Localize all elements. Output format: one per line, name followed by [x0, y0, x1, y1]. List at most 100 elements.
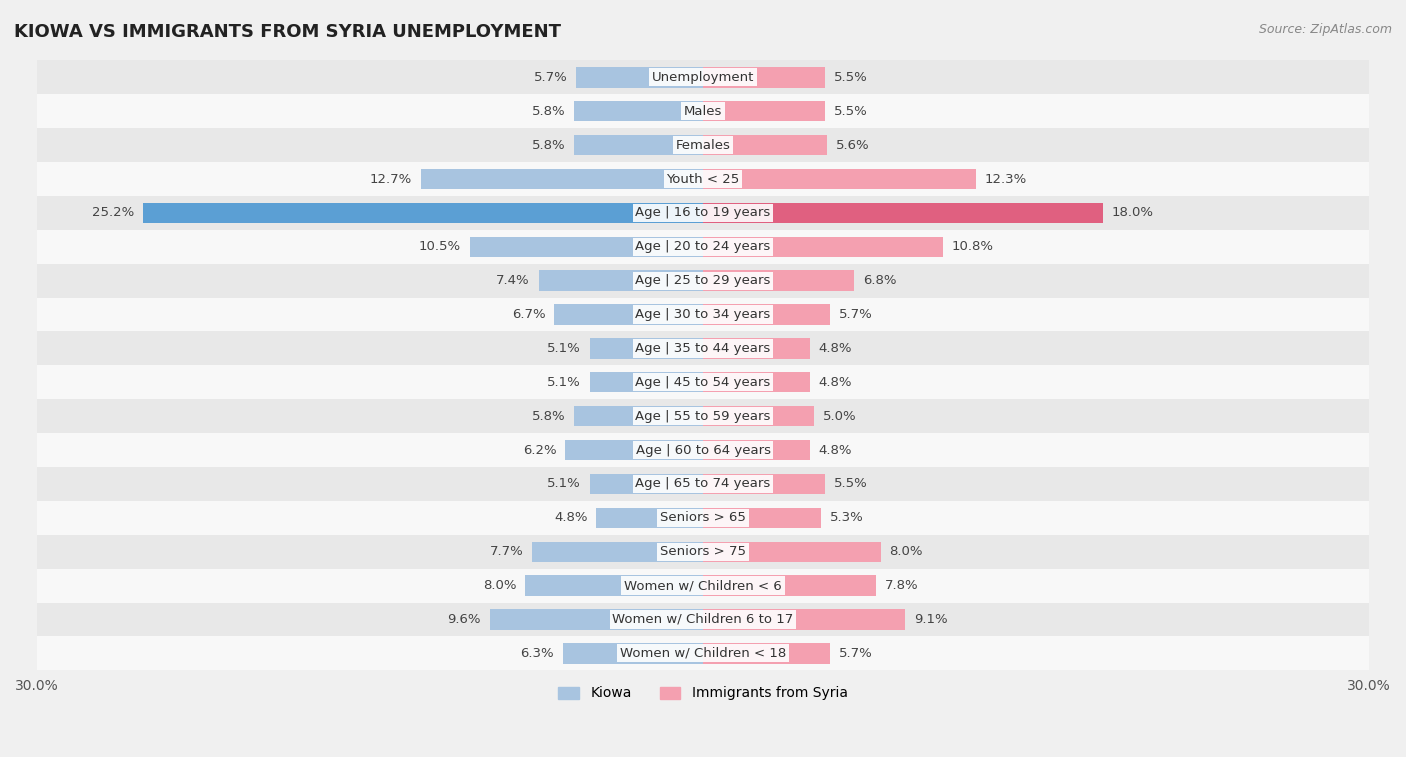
Text: 5.7%: 5.7%: [838, 308, 872, 321]
Text: 5.1%: 5.1%: [547, 375, 581, 389]
Bar: [37, 61, 1369, 95]
Text: 10.8%: 10.8%: [952, 240, 994, 254]
Text: 5.5%: 5.5%: [834, 478, 868, 491]
Text: KIOWA VS IMMIGRANTS FROM SYRIA UNEMPLOYMENT: KIOWA VS IMMIGRANTS FROM SYRIA UNEMPLOYM…: [14, 23, 561, 41]
Bar: [565, 440, 703, 460]
Bar: [574, 406, 703, 426]
Text: 5.8%: 5.8%: [531, 139, 565, 151]
Bar: [703, 508, 821, 528]
Bar: [37, 332, 1369, 366]
Bar: [37, 128, 1369, 162]
Bar: [531, 541, 703, 562]
Bar: [538, 270, 703, 291]
Text: Age | 45 to 54 years: Age | 45 to 54 years: [636, 375, 770, 389]
Text: 4.8%: 4.8%: [818, 342, 852, 355]
Bar: [143, 203, 703, 223]
Text: 8.0%: 8.0%: [484, 579, 516, 592]
Text: 5.5%: 5.5%: [834, 104, 868, 118]
Bar: [470, 237, 703, 257]
Bar: [703, 237, 943, 257]
Text: Youth < 25: Youth < 25: [666, 173, 740, 185]
Bar: [703, 541, 880, 562]
Text: 5.1%: 5.1%: [547, 478, 581, 491]
Bar: [37, 230, 1369, 263]
Bar: [589, 372, 703, 392]
Bar: [37, 263, 1369, 298]
Bar: [703, 643, 830, 664]
Bar: [703, 67, 825, 88]
Bar: [703, 609, 905, 630]
Bar: [37, 569, 1369, 603]
Bar: [554, 304, 703, 325]
Text: 5.3%: 5.3%: [830, 511, 863, 525]
Text: 7.8%: 7.8%: [884, 579, 918, 592]
Bar: [703, 406, 814, 426]
Text: 12.3%: 12.3%: [986, 173, 1028, 185]
Bar: [37, 603, 1369, 637]
Bar: [589, 474, 703, 494]
Text: Age | 25 to 29 years: Age | 25 to 29 years: [636, 274, 770, 287]
Text: 4.8%: 4.8%: [818, 375, 852, 389]
Bar: [37, 433, 1369, 467]
Text: 4.8%: 4.8%: [818, 444, 852, 456]
Bar: [703, 372, 810, 392]
Text: Age | 20 to 24 years: Age | 20 to 24 years: [636, 240, 770, 254]
Bar: [703, 440, 810, 460]
Text: Seniors > 65: Seniors > 65: [659, 511, 747, 525]
Bar: [703, 304, 830, 325]
Text: 18.0%: 18.0%: [1112, 207, 1153, 220]
Text: Age | 16 to 19 years: Age | 16 to 19 years: [636, 207, 770, 220]
Text: 25.2%: 25.2%: [93, 207, 135, 220]
Bar: [703, 169, 976, 189]
Bar: [703, 135, 827, 155]
Bar: [37, 196, 1369, 230]
Bar: [703, 101, 825, 121]
Text: 7.4%: 7.4%: [496, 274, 530, 287]
Bar: [596, 508, 703, 528]
Text: 5.8%: 5.8%: [531, 410, 565, 422]
Bar: [37, 399, 1369, 433]
Text: 4.8%: 4.8%: [554, 511, 588, 525]
Text: Age | 30 to 34 years: Age | 30 to 34 years: [636, 308, 770, 321]
Text: Age | 60 to 64 years: Age | 60 to 64 years: [636, 444, 770, 456]
Bar: [37, 637, 1369, 670]
Bar: [37, 534, 1369, 569]
Text: 6.2%: 6.2%: [523, 444, 557, 456]
Text: Unemployment: Unemployment: [652, 71, 754, 84]
Text: 5.1%: 5.1%: [547, 342, 581, 355]
Bar: [703, 474, 825, 494]
Text: 5.7%: 5.7%: [534, 71, 568, 84]
Bar: [37, 298, 1369, 332]
Text: 5.8%: 5.8%: [531, 104, 565, 118]
Text: Females: Females: [675, 139, 731, 151]
Text: 5.0%: 5.0%: [823, 410, 856, 422]
Bar: [564, 643, 703, 664]
Text: 7.7%: 7.7%: [489, 545, 523, 558]
Text: Women w/ Children 6 to 17: Women w/ Children 6 to 17: [613, 613, 793, 626]
Bar: [489, 609, 703, 630]
Text: 5.6%: 5.6%: [837, 139, 870, 151]
Text: 9.6%: 9.6%: [447, 613, 481, 626]
Text: 9.1%: 9.1%: [914, 613, 948, 626]
Bar: [420, 169, 703, 189]
Bar: [576, 67, 703, 88]
Bar: [703, 575, 876, 596]
Bar: [574, 101, 703, 121]
Text: Age | 65 to 74 years: Age | 65 to 74 years: [636, 478, 770, 491]
Bar: [703, 203, 1102, 223]
Text: Males: Males: [683, 104, 723, 118]
Bar: [574, 135, 703, 155]
Bar: [37, 501, 1369, 534]
Bar: [703, 338, 810, 359]
Bar: [37, 162, 1369, 196]
Text: 6.8%: 6.8%: [863, 274, 897, 287]
Bar: [37, 467, 1369, 501]
Text: 10.5%: 10.5%: [419, 240, 461, 254]
Text: Women w/ Children < 6: Women w/ Children < 6: [624, 579, 782, 592]
Text: 8.0%: 8.0%: [890, 545, 922, 558]
Text: Source: ZipAtlas.com: Source: ZipAtlas.com: [1258, 23, 1392, 36]
Bar: [589, 338, 703, 359]
Bar: [526, 575, 703, 596]
Text: 12.7%: 12.7%: [370, 173, 412, 185]
Text: Age | 35 to 44 years: Age | 35 to 44 years: [636, 342, 770, 355]
